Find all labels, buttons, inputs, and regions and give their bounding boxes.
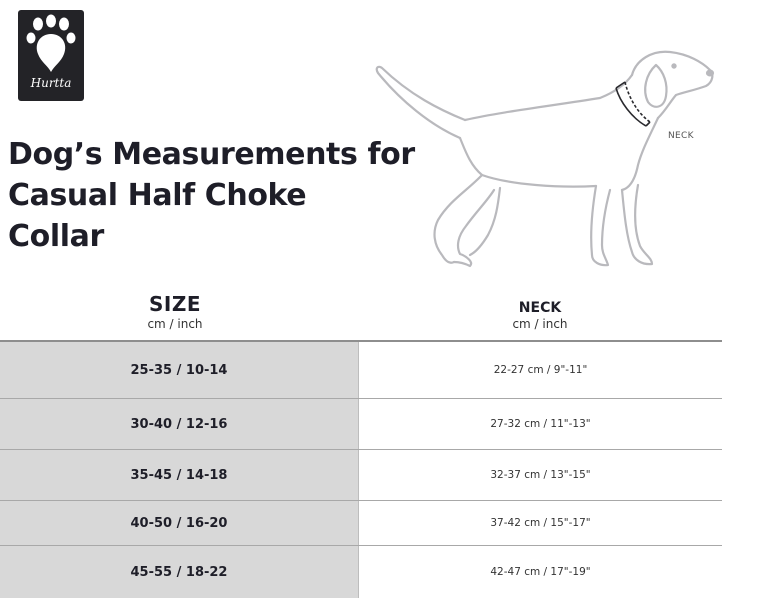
size-header-title: SIZE: [148, 292, 201, 316]
size-cell: 30-40 / 12-16: [0, 399, 358, 449]
measurement-table: 25-35 / 10-14 22-27 cm / 9"-11" 30-40 / …: [0, 340, 722, 598]
size-cell: 25-35 / 10-14: [0, 342, 358, 398]
size-column-header: SIZE cm / inch: [95, 292, 255, 331]
neck-cell: 27-32 cm / 11"-13": [358, 399, 722, 449]
neck-cell: 32-37 cm / 13"-15": [358, 450, 722, 500]
brand-logo: Hurtta: [18, 10, 84, 101]
neck-cell: 42-47 cm / 17"-19": [358, 546, 722, 598]
neck-column-header: NECK cm / inch: [460, 300, 620, 331]
table-row: 30-40 / 12-16 27-32 cm / 11"-13": [0, 398, 722, 449]
neck-header-title: NECK: [518, 300, 562, 316]
title-line: Casual Half Choke: [8, 178, 307, 213]
table-row: 40-50 / 16-20 37-42 cm / 15"-17": [0, 500, 722, 545]
neck-cell: 37-42 cm / 15"-17": [358, 501, 722, 545]
paw-icon: [26, 14, 76, 72]
table-row: 45-55 / 18-22 42-47 cm / 17"-19": [0, 545, 722, 598]
table-row: 35-45 / 14-18 32-37 cm / 13"-15": [0, 449, 722, 500]
size-cell: 45-55 / 18-22: [0, 546, 358, 598]
neck-cell: 22-27 cm / 9"-11": [358, 342, 722, 398]
title-line: Dog’s Measurements for: [8, 137, 415, 172]
size-header-unit: cm / inch: [147, 317, 203, 331]
size-cell: 40-50 / 16-20: [0, 501, 358, 545]
brand-name: Hurtta: [30, 76, 72, 90]
size-cell: 35-45 / 14-18: [0, 450, 358, 500]
dog-illustration: [375, 50, 715, 268]
neck-header-unit: cm / inch: [512, 317, 568, 331]
table-row: 25-35 / 10-14 22-27 cm / 9"-11": [0, 340, 722, 398]
page-title: Dog’s Measurements for Casual Half Choke…: [8, 134, 428, 257]
title-line: Collar: [8, 219, 104, 254]
neck-label: NECK: [668, 131, 694, 141]
